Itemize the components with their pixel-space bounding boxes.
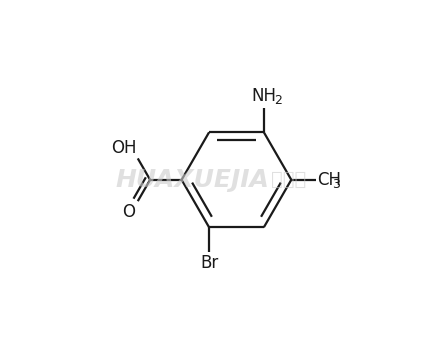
Text: 化学加: 化学加 [271,170,306,189]
Text: CH: CH [317,171,341,189]
Text: Br: Br [200,254,218,272]
Text: NH: NH [251,88,276,105]
Text: 3: 3 [332,178,340,191]
Text: 2: 2 [274,94,282,107]
Text: O: O [122,203,135,220]
Text: OH: OH [111,139,136,157]
Text: HUAXUEJIA: HUAXUEJIA [116,168,270,192]
